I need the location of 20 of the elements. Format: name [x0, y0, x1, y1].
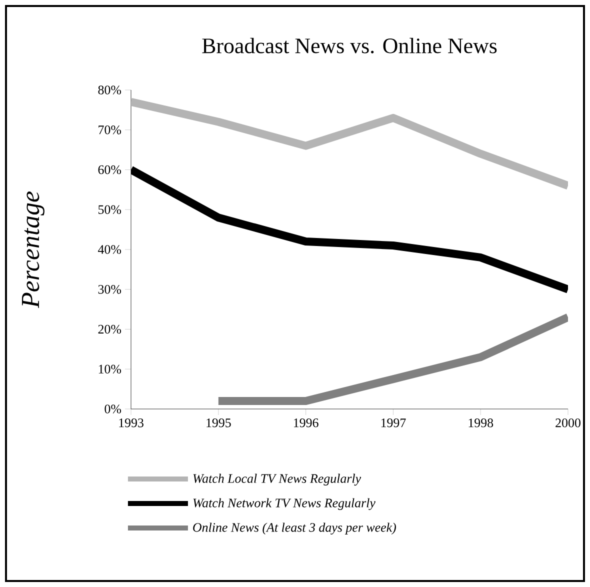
- x-tick-label: 1995: [206, 418, 231, 428]
- x-tick-label: 1998: [468, 418, 494, 428]
- y-tick-label: 0%: [104, 404, 122, 414]
- x-tick-label: 1993: [119, 418, 144, 428]
- chart-title: Broadcast News vs. Online News: [202, 38, 497, 54]
- legend-label: Watch Local TV News Regularly: [193, 474, 362, 486]
- y-axis-title: Percentage: [22, 192, 44, 308]
- x-tick-label: 1997: [381, 418, 406, 428]
- legend-label: Online News (At least 3 days per week): [193, 522, 396, 534]
- y-tick-label: 50%: [98, 205, 122, 214]
- x-tick-label: 1996: [294, 418, 318, 428]
- y-tick-label: 30%: [98, 284, 122, 294]
- x-tick-label: 2000: [556, 418, 580, 428]
- y-tick-label: 10%: [98, 364, 122, 374]
- y-tick-label: 40%: [98, 245, 122, 254]
- y-tick-label: 20%: [98, 324, 122, 334]
- y-tick-label: 80%: [98, 86, 122, 94]
- legend-label: Watch Network TV News Regularly: [193, 498, 376, 510]
- y-tick-label: 60%: [98, 165, 122, 174]
- y-tick-label: 70%: [98, 125, 122, 134]
